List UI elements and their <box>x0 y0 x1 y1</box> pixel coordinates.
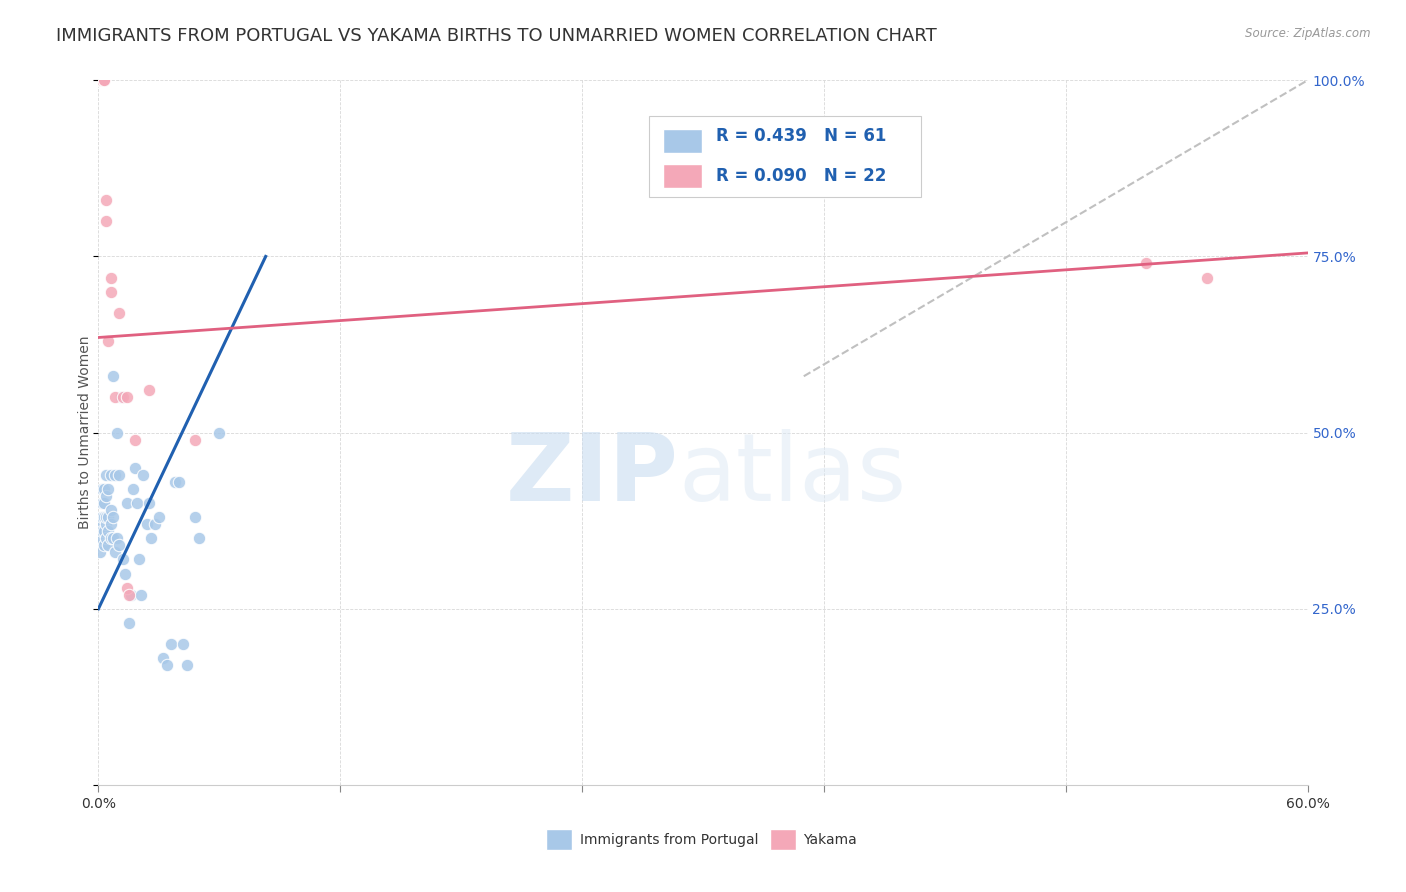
Point <box>176 658 198 673</box>
Point <box>97 334 120 348</box>
Point <box>160 637 183 651</box>
FancyBboxPatch shape <box>648 116 921 196</box>
Point <box>184 433 207 447</box>
Point <box>96 510 118 524</box>
Text: R = 0.090   N = 22: R = 0.090 N = 22 <box>716 168 887 186</box>
Point <box>100 467 122 482</box>
Point <box>93 510 115 524</box>
Point <box>89 73 111 87</box>
Point <box>93 73 115 87</box>
Point <box>143 517 166 532</box>
Point <box>110 391 132 405</box>
Point <box>138 496 160 510</box>
Point <box>96 489 118 503</box>
FancyBboxPatch shape <box>664 164 702 188</box>
Point <box>120 588 142 602</box>
Point <box>101 369 124 384</box>
Point <box>1195 270 1218 285</box>
Point <box>208 425 231 440</box>
Text: Yakama: Yakama <box>803 833 858 847</box>
Point <box>111 552 134 566</box>
Point <box>172 637 194 651</box>
Point <box>100 270 122 285</box>
Point <box>167 475 190 489</box>
Point <box>103 467 125 482</box>
Point <box>128 552 150 566</box>
Text: ZIP: ZIP <box>506 429 679 521</box>
Text: atlas: atlas <box>679 429 907 521</box>
Text: IMMIGRANTS FROM PORTUGAL VS YAKAMA BIRTHS TO UNMARRIED WOMEN CORRELATION CHART: IMMIGRANTS FROM PORTUGAL VS YAKAMA BIRTH… <box>56 27 936 45</box>
Point <box>103 545 125 559</box>
Text: Immigrants from Portugal: Immigrants from Portugal <box>579 833 758 847</box>
Point <box>156 658 179 673</box>
Point <box>107 538 129 552</box>
Point <box>188 532 211 546</box>
Point <box>97 524 120 539</box>
Point <box>135 517 157 532</box>
Point <box>96 517 118 532</box>
Y-axis label: Births to Unmarried Women: Births to Unmarried Women <box>79 336 93 529</box>
Point <box>89 517 111 532</box>
Point <box>115 581 138 595</box>
Point <box>100 517 122 532</box>
Point <box>91 73 114 87</box>
Point <box>115 496 138 510</box>
Point <box>91 73 114 87</box>
Point <box>105 532 128 546</box>
Text: Source: ZipAtlas.com: Source: ZipAtlas.com <box>1246 27 1371 40</box>
Point <box>114 566 136 581</box>
FancyBboxPatch shape <box>546 830 572 850</box>
Point <box>96 467 118 482</box>
Point <box>96 532 118 546</box>
Point <box>121 482 143 496</box>
Point <box>100 503 122 517</box>
Point <box>148 510 170 524</box>
Point <box>96 193 118 207</box>
Point <box>93 482 115 496</box>
Point <box>129 588 152 602</box>
Point <box>91 496 114 510</box>
Text: R = 0.439   N = 61: R = 0.439 N = 61 <box>716 127 887 145</box>
Point <box>111 391 134 405</box>
Point <box>105 425 128 440</box>
Point <box>91 510 114 524</box>
Point <box>93 538 115 552</box>
Point <box>118 615 141 630</box>
Point <box>118 588 141 602</box>
Point <box>124 433 146 447</box>
Point <box>89 73 111 87</box>
Point <box>139 532 162 546</box>
Point <box>115 391 138 405</box>
Point <box>91 524 114 539</box>
Point <box>103 391 125 405</box>
Point <box>93 73 115 87</box>
FancyBboxPatch shape <box>769 830 796 850</box>
Point <box>125 496 148 510</box>
Point <box>89 532 111 546</box>
Point <box>124 460 146 475</box>
Point <box>93 524 115 539</box>
Point <box>152 651 174 665</box>
Point <box>89 545 111 559</box>
Point <box>163 475 186 489</box>
Point <box>96 214 118 228</box>
Point <box>101 532 124 546</box>
Point <box>101 510 124 524</box>
Point <box>91 482 114 496</box>
Point <box>97 538 120 552</box>
FancyBboxPatch shape <box>664 129 702 153</box>
Point <box>138 384 160 398</box>
Point <box>93 496 115 510</box>
Point <box>100 532 122 546</box>
Point <box>184 510 207 524</box>
Point <box>107 467 129 482</box>
Point <box>100 285 122 299</box>
Point <box>107 306 129 320</box>
Point <box>97 510 120 524</box>
Point <box>132 467 155 482</box>
Point <box>1135 256 1157 270</box>
Point <box>97 482 120 496</box>
